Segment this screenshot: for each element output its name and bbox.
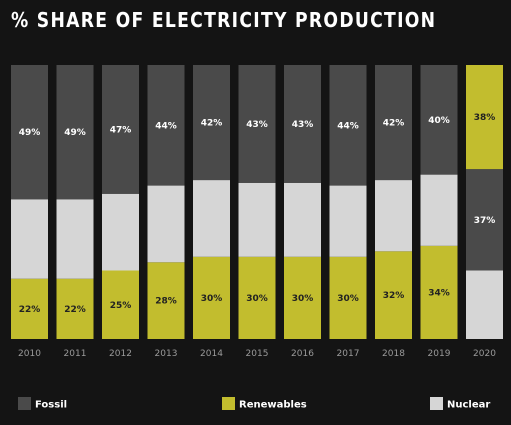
data-label-renewables-2017: 30% bbox=[337, 294, 359, 304]
bar-fossil-2012 bbox=[102, 65, 139, 194]
bar-fossil-2014 bbox=[193, 65, 230, 181]
bar-renewables-2017 bbox=[329, 256, 367, 339]
bar-renewables-2015 bbox=[238, 256, 276, 339]
bar-nuclear-2020 bbox=[466, 270, 503, 339]
bar-nuclear-2014 bbox=[193, 180, 230, 257]
x-tick-label-2016: 2016 bbox=[291, 349, 314, 359]
bar-fossil-2018 bbox=[375, 65, 412, 181]
x-tick-label-2017: 2017 bbox=[337, 349, 360, 359]
bar-renewables-2014 bbox=[193, 256, 230, 339]
bar-fossil-2013 bbox=[147, 65, 185, 186]
x-tick-label-2011: 2011 bbox=[64, 349, 87, 359]
bar-nuclear-2015 bbox=[238, 182, 276, 257]
legend-swatch-renewables bbox=[222, 397, 235, 410]
bar-renewables-2012 bbox=[102, 270, 139, 339]
bar-nuclear-2012 bbox=[102, 193, 139, 271]
bar-fossil-2015 bbox=[238, 65, 276, 183]
legend-label-nuclear: Nuclear bbox=[447, 400, 490, 411]
data-label-fossil-2016: 43% bbox=[292, 120, 314, 130]
data-label-fossil-2010: 49% bbox=[19, 128, 41, 138]
chart-title: % SHARE OF ELECTRICITY PRODUCTION bbox=[11, 8, 437, 32]
x-tick-label-2015: 2015 bbox=[246, 349, 269, 359]
bar-nuclear-2016 bbox=[284, 182, 321, 257]
x-tick-label-2010: 2010 bbox=[18, 349, 41, 359]
legend-swatch-nuclear bbox=[430, 397, 443, 410]
data-label-fossil-2018: 42% bbox=[383, 119, 405, 129]
x-tick-label-2018: 2018 bbox=[382, 349, 405, 359]
data-label-renewables-2016: 30% bbox=[292, 294, 314, 304]
bar-fossil-2020 bbox=[466, 169, 503, 271]
x-tick-label-2020: 2020 bbox=[473, 349, 496, 359]
x-tick-label-2013: 2013 bbox=[155, 349, 178, 359]
bar-renewables-2013 bbox=[147, 262, 185, 339]
bar-nuclear-2013 bbox=[147, 185, 185, 263]
bar-renewables-2019 bbox=[420, 245, 458, 339]
legend-label-renewables: Renewables bbox=[239, 400, 307, 411]
data-label-fossil-2020: 37% bbox=[474, 216, 496, 226]
bar-renewables-2016 bbox=[284, 256, 321, 339]
bar-nuclear-2017 bbox=[329, 185, 367, 257]
data-label-fossil-2013: 44% bbox=[155, 121, 177, 131]
data-label-fossil-2012: 47% bbox=[110, 125, 132, 135]
legend-label-fossil: Fossil bbox=[35, 400, 67, 411]
bar-renewables-2010 bbox=[11, 278, 48, 339]
bar-nuclear-2018 bbox=[375, 180, 412, 252]
x-tick-label-2012: 2012 bbox=[109, 349, 132, 359]
bar-nuclear-2011 bbox=[56, 199, 94, 279]
bar-fossil-2010 bbox=[11, 65, 48, 200]
bar-renewables-2018 bbox=[375, 251, 412, 339]
data-label-renewables-2014: 30% bbox=[201, 294, 223, 304]
bar-fossil-2016 bbox=[284, 65, 321, 183]
bar-renewables-2011 bbox=[56, 278, 94, 339]
bar-nuclear-2019 bbox=[420, 174, 458, 246]
data-label-fossil-2011: 49% bbox=[64, 128, 86, 138]
legend-swatch-fossil bbox=[18, 397, 31, 410]
x-tick-label-2014: 2014 bbox=[200, 349, 223, 359]
bar-fossil-2011 bbox=[56, 65, 94, 200]
data-label-renewables-2012: 25% bbox=[110, 301, 132, 311]
data-label-renewables-2011: 22% bbox=[64, 305, 86, 315]
data-label-fossil-2014: 42% bbox=[201, 119, 223, 129]
x-tick-label-2019: 2019 bbox=[428, 349, 451, 359]
data-label-renewables-2019: 34% bbox=[428, 288, 450, 298]
data-label-renewables-2018: 32% bbox=[383, 291, 405, 301]
bar-fossil-2019 bbox=[420, 65, 458, 175]
data-label-renewables-2010: 22% bbox=[19, 305, 41, 315]
data-label-fossil-2019: 40% bbox=[428, 116, 450, 126]
data-label-renewables-2020: 38% bbox=[474, 113, 496, 123]
data-label-fossil-2015: 43% bbox=[246, 120, 268, 130]
bar-nuclear-2010 bbox=[11, 199, 48, 279]
bar-fossil-2017 bbox=[329, 65, 367, 186]
data-label-fossil-2017: 44% bbox=[337, 121, 359, 131]
data-label-renewables-2013: 28% bbox=[155, 297, 177, 307]
bar-renewables-2020 bbox=[466, 65, 503, 170]
data-label-renewables-2015: 30% bbox=[246, 294, 268, 304]
